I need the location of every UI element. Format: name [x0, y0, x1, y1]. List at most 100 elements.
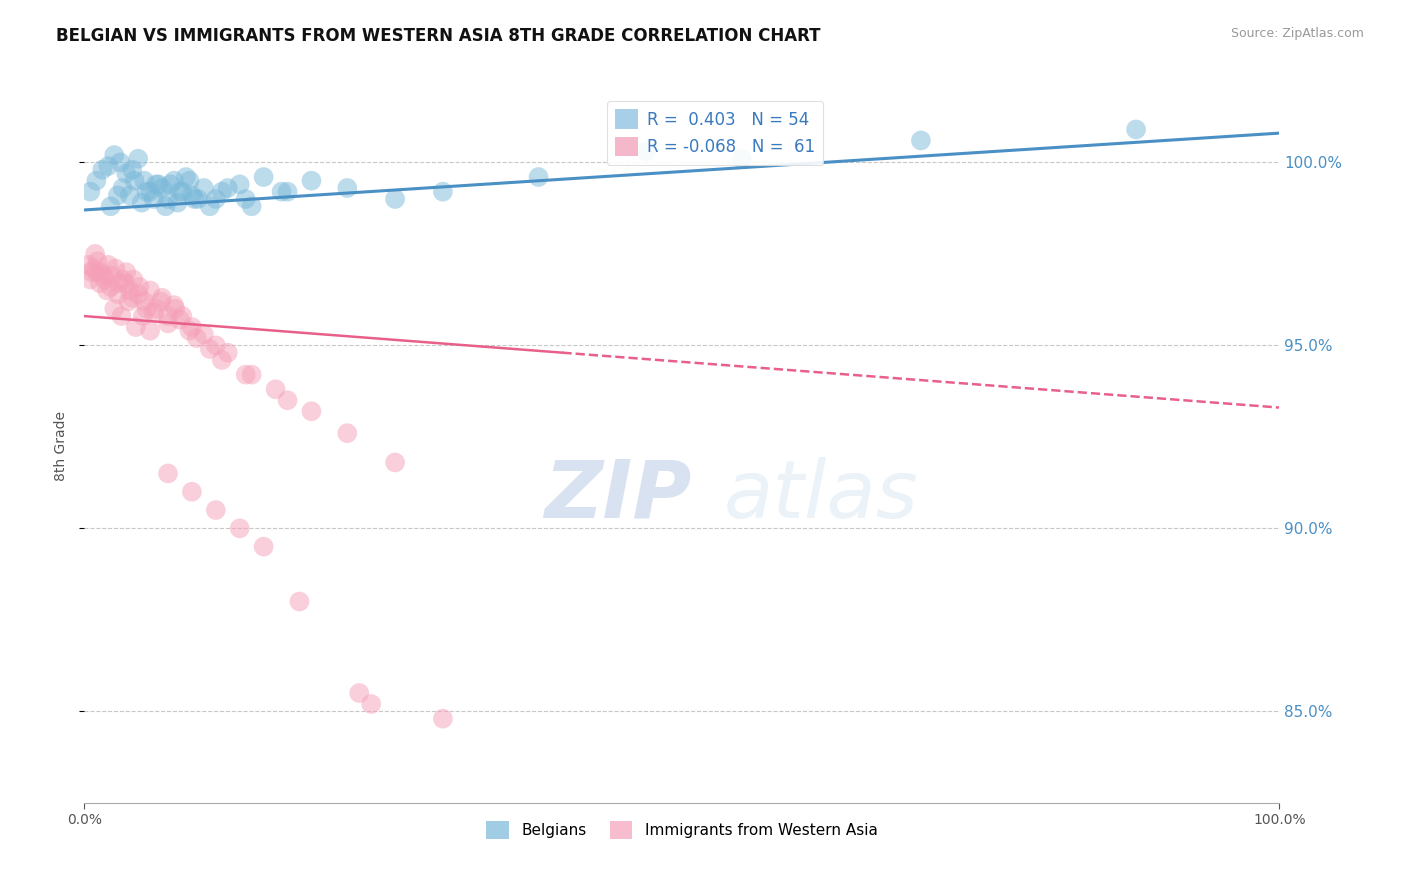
Point — [288, 594, 311, 608]
Point — [172, 185, 194, 199]
Point — [86, 254, 108, 268]
Point — [142, 305, 165, 319]
Y-axis label: 8th Grade: 8th Grade — [53, 411, 67, 481]
Point — [149, 294, 172, 309]
Point — [79, 272, 101, 286]
Point — [172, 309, 194, 323]
Point — [240, 199, 263, 213]
Point — [301, 404, 323, 418]
Point — [121, 162, 143, 177]
Point — [128, 280, 150, 294]
Point — [132, 294, 156, 309]
Point — [205, 338, 228, 352]
Point — [179, 174, 201, 188]
Point — [360, 697, 382, 711]
Point — [97, 159, 120, 173]
Point — [1125, 122, 1147, 136]
Point — [110, 309, 132, 323]
Point — [155, 199, 177, 213]
Point — [145, 301, 167, 316]
Point — [277, 393, 299, 408]
Point — [179, 324, 201, 338]
Point — [150, 291, 173, 305]
Point — [135, 185, 157, 199]
Point — [121, 291, 143, 305]
Point — [187, 192, 209, 206]
Point — [91, 162, 114, 177]
Point — [432, 185, 454, 199]
Point — [349, 686, 371, 700]
Point — [118, 188, 141, 202]
Point — [107, 188, 129, 202]
Point — [336, 181, 359, 195]
Point — [132, 174, 156, 188]
Point — [159, 178, 181, 192]
Point — [186, 331, 208, 345]
Point — [101, 268, 124, 283]
Point — [100, 280, 122, 294]
Point — [636, 145, 658, 159]
Point — [131, 195, 153, 210]
Point — [127, 152, 149, 166]
Point — [910, 133, 932, 147]
Point — [235, 192, 257, 206]
Point — [174, 169, 197, 184]
Point — [86, 174, 108, 188]
Point — [205, 192, 228, 206]
Point — [253, 169, 276, 184]
Point — [115, 166, 138, 180]
Point — [270, 185, 292, 199]
Point — [80, 265, 103, 279]
Point — [432, 712, 454, 726]
Point — [84, 247, 107, 261]
Point — [301, 174, 323, 188]
Point — [384, 192, 406, 206]
Point — [181, 484, 204, 499]
Text: BELGIAN VS IMMIGRANTS FROM WESTERN ASIA 8TH GRADE CORRELATION CHART: BELGIAN VS IMMIGRANTS FROM WESTERN ASIA … — [56, 27, 821, 45]
Point — [205, 503, 228, 517]
Point — [264, 382, 287, 396]
Point — [150, 181, 173, 195]
Point — [135, 301, 157, 316]
Point — [93, 272, 115, 286]
Point — [336, 426, 359, 441]
Point — [115, 265, 138, 279]
Point — [181, 320, 204, 334]
Point — [731, 152, 754, 166]
Point — [97, 258, 120, 272]
Point — [93, 268, 115, 283]
Point — [166, 195, 188, 210]
Point — [103, 301, 125, 316]
Point — [100, 199, 122, 213]
Point — [527, 169, 550, 184]
Point — [277, 185, 299, 199]
Point — [110, 155, 132, 169]
Point — [145, 178, 167, 192]
Point — [253, 540, 276, 554]
Point — [235, 368, 257, 382]
Point — [117, 294, 139, 309]
Point — [118, 284, 141, 298]
Point — [86, 265, 108, 279]
Point — [198, 199, 221, 213]
Point — [157, 467, 180, 481]
Point — [79, 185, 101, 199]
Point — [217, 181, 239, 195]
Point — [77, 258, 100, 272]
Point — [163, 174, 186, 188]
Point — [229, 521, 252, 535]
Point — [157, 309, 180, 323]
Point — [181, 188, 204, 202]
Point — [124, 174, 146, 188]
Point — [111, 181, 134, 195]
Point — [193, 327, 215, 342]
Point — [103, 148, 125, 162]
Point — [114, 276, 136, 290]
Point — [217, 345, 239, 359]
Point — [96, 284, 118, 298]
Point — [240, 368, 263, 382]
Point — [229, 178, 252, 192]
Point — [384, 455, 406, 469]
Point — [111, 272, 134, 286]
Point — [127, 287, 149, 301]
